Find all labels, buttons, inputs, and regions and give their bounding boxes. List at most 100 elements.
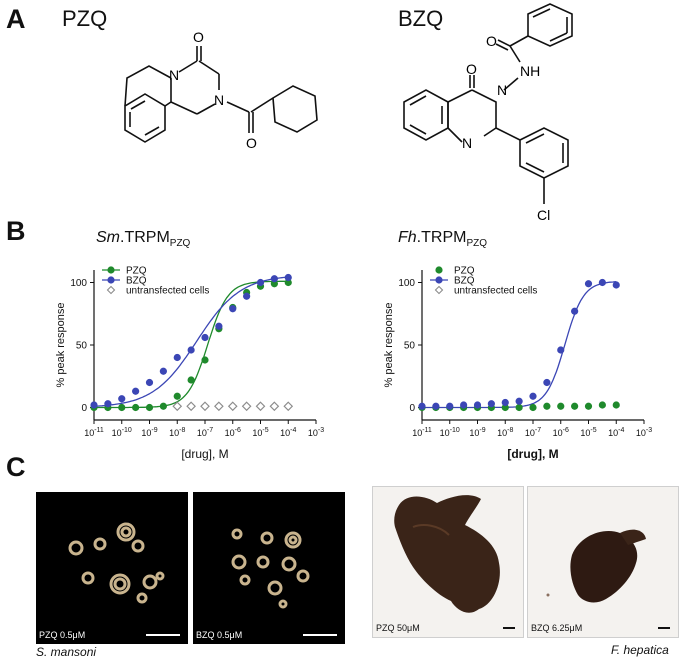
fh-bzq-photo: BZQ 6.25μM bbox=[527, 486, 679, 638]
fh-bzq-scalebar bbox=[658, 627, 670, 629]
bzq-atom-o-amide: O bbox=[486, 33, 497, 49]
data-point-untransfected bbox=[255, 401, 266, 412]
y-tick-label: 0 bbox=[409, 403, 415, 414]
pzq-atom-n1: N bbox=[169, 67, 179, 83]
sm-bzq-scalebar bbox=[303, 634, 337, 636]
x-tick-label: 10-9 bbox=[141, 427, 157, 438]
legend-marker bbox=[107, 276, 115, 284]
data-point-bzq bbox=[529, 392, 537, 400]
legend-entry: BZQ bbox=[454, 276, 475, 287]
bzq-structure-title: BZQ bbox=[398, 6, 444, 31]
fh-chart-title-italic: Fh bbox=[398, 229, 417, 246]
sm-dose-response-chart: 10-11 10-10 10-9 10-8 10-7 10-6 10-5 10-4 10-3 0 5… bbox=[55, 266, 324, 462]
x-tick-label: 10-9 bbox=[469, 427, 485, 438]
legend-marker bbox=[435, 276, 443, 284]
data-point-bzq bbox=[132, 387, 140, 395]
sm-bzq-photo: BZQ 0.5μM bbox=[193, 492, 345, 644]
bzq-atom-nh: NH bbox=[520, 63, 540, 79]
x-tick-label: 10-7 bbox=[197, 427, 213, 438]
x-tick-label: 10-4 bbox=[280, 427, 296, 438]
x-axis-label: [drug], M bbox=[181, 447, 228, 461]
data-point-pzq bbox=[584, 402, 593, 410]
data-point-untransfected bbox=[186, 401, 196, 412]
sm-species-label: S. mansoni bbox=[36, 645, 97, 659]
data-point-pzq bbox=[159, 402, 167, 410]
pzq-atom-n2: N bbox=[214, 92, 224, 108]
x-tick-label: 10-8 bbox=[169, 427, 185, 438]
data-point-bzq bbox=[173, 353, 181, 362]
pzq-atom-o-top: O bbox=[193, 29, 204, 45]
data-point-bzq bbox=[243, 292, 251, 300]
x-tick-label: 10-3 bbox=[636, 427, 652, 438]
data-point-bzq bbox=[571, 307, 579, 315]
data-point-untransfected bbox=[227, 401, 238, 412]
sm-bzq-worms-image bbox=[231, 528, 310, 609]
data-point-bzq bbox=[446, 402, 454, 410]
data-point-bzq bbox=[557, 346, 565, 354]
data-point-pzq bbox=[187, 376, 195, 384]
x-tick-label: 10-10 bbox=[440, 427, 460, 438]
data-point-bzq bbox=[90, 401, 98, 409]
data-point-bzq bbox=[418, 402, 426, 410]
data-point-pzq bbox=[557, 402, 565, 410]
data-point-pzq bbox=[201, 356, 209, 364]
data-point-bzq bbox=[473, 401, 482, 409]
sm-pzq-scalebar bbox=[146, 634, 180, 636]
data-point-bzq bbox=[201, 333, 209, 342]
sm-bzq-photo-label: BZQ 0.5μM bbox=[196, 630, 243, 640]
legend-marker bbox=[107, 266, 115, 274]
data-point-pzq bbox=[529, 403, 537, 412]
data-point-bzq bbox=[229, 305, 237, 313]
y-tick-label: 50 bbox=[404, 341, 416, 352]
data-point-bzq bbox=[501, 398, 509, 407]
data-point-untransfected bbox=[283, 401, 294, 412]
data-point-untransfected bbox=[200, 401, 210, 412]
y-tick-label: 100 bbox=[70, 278, 87, 289]
x-tick-label: 10-5 bbox=[580, 427, 596, 438]
bzq-atom-o-ring: O bbox=[466, 61, 477, 77]
data-point-pzq bbox=[598, 401, 606, 409]
data-point-pzq bbox=[145, 403, 154, 412]
legend-entry: untransfected cells bbox=[126, 286, 209, 297]
data-point-bzq bbox=[215, 322, 223, 330]
data-point-bzq bbox=[487, 400, 495, 408]
sm-chart-title-main: .TRPM bbox=[120, 229, 170, 246]
panel-label-c: C bbox=[6, 452, 26, 482]
pzq-structure-title: PZQ bbox=[62, 6, 108, 31]
pzq-atom-o-bottom: O bbox=[246, 135, 257, 151]
y-axis-label: % peak response bbox=[383, 303, 395, 388]
y-tick-label: 50 bbox=[76, 341, 88, 352]
fit-curve-pzq bbox=[94, 280, 289, 409]
data-point-untransfected bbox=[241, 401, 252, 412]
x-tick-label: 10-6 bbox=[225, 427, 241, 438]
fh-dose-response-chart: 10-11 10-10 10-9 10-8 10-7 10-6 10-5 10-4 10-3 0 5… bbox=[383, 266, 652, 462]
sm-pzq-photo: PZQ 0.5μM bbox=[36, 492, 188, 644]
data-point-bzq bbox=[104, 400, 112, 408]
data-point-bzq bbox=[584, 280, 593, 288]
y-axis-label: % peak response bbox=[55, 303, 67, 388]
panel-label-b: B bbox=[6, 216, 26, 246]
fh-chart-title-sub: PZQ bbox=[466, 238, 488, 249]
data-point-pzq bbox=[118, 403, 126, 412]
legend-entry: BZQ bbox=[126, 276, 147, 287]
data-point-pzq bbox=[543, 402, 551, 410]
fh-pzq-photo: PZQ 50μM bbox=[372, 486, 524, 638]
x-axis-label: [drug], M bbox=[507, 447, 558, 461]
legend-marker bbox=[106, 285, 116, 295]
bzq-atom-n3: N bbox=[497, 82, 507, 98]
fh-chart-title: Fh.TRPMPZQ bbox=[398, 230, 487, 249]
legend-entry: PZQ bbox=[126, 266, 147, 277]
data-point-bzq bbox=[543, 378, 551, 387]
sm-chart-title-italic: Sm bbox=[96, 229, 120, 246]
data-point-bzq bbox=[432, 402, 440, 410]
panel-label-a: A bbox=[6, 4, 26, 34]
y-tick-label: 0 bbox=[81, 403, 87, 414]
bzq-atom-n1: N bbox=[462, 135, 472, 151]
bzq-atom-cl: Cl bbox=[537, 207, 550, 223]
data-point-bzq bbox=[270, 275, 278, 283]
data-point-bzq bbox=[118, 395, 126, 403]
fit-curve-bzq bbox=[422, 281, 617, 409]
pzq-chemical-structure: O N N O bbox=[124, 29, 318, 151]
fh-pzq-fluke-image bbox=[394, 495, 500, 613]
data-point-pzq bbox=[284, 278, 292, 287]
